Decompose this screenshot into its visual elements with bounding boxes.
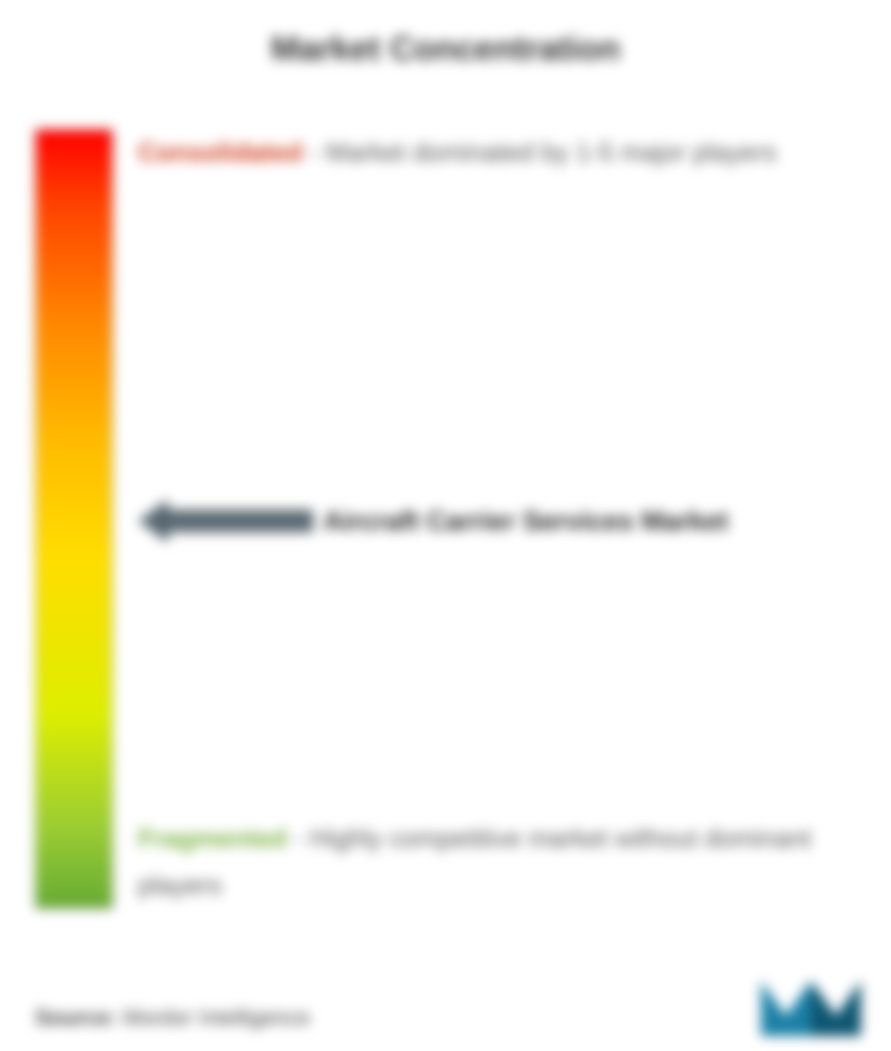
concentration-gradient-bar: [35, 129, 113, 909]
source-label: Source:: [35, 1005, 117, 1030]
consolidated-label: Consolidated: [138, 137, 303, 167]
consolidated-description: Consolidated - Market dominated by 1-5 m…: [138, 129, 777, 176]
source-attribution: Source: Mordor Intelligence: [35, 1005, 310, 1031]
page-title: Market Concentration: [35, 30, 856, 69]
market-indicator-row: Aircraft Carrier Services Market: [138, 499, 728, 543]
content-area: Consolidated - Market dominated by 1-5 m…: [35, 129, 856, 909]
fragmented-label: Fragmented: [138, 823, 287, 853]
brand-logo-icon: [756, 966, 866, 1041]
consolidated-text: - Market dominated by 1-5 major players: [310, 137, 777, 167]
labels-area: Consolidated - Market dominated by 1-5 m…: [138, 129, 856, 909]
market-name: Aircraft Carrier Services Market: [323, 506, 728, 537]
arrow-icon: [138, 499, 313, 543]
source-value: Mordor Intelligence: [123, 1005, 310, 1030]
fragmented-description: Fragmented - Highly competitive market w…: [138, 815, 856, 909]
